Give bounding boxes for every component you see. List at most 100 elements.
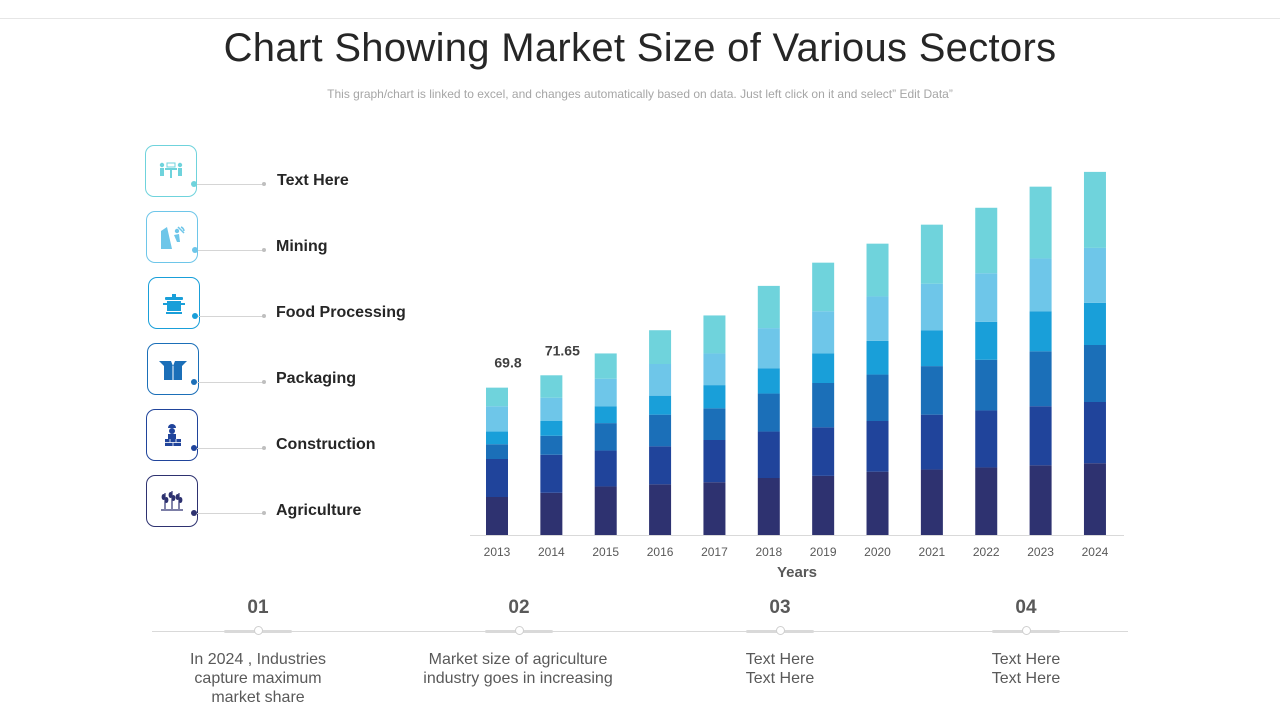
bar-segment-text-here-2018	[757, 285, 780, 329]
bar-segment-agriculture-2021	[920, 469, 943, 535]
x-tick-label: 2024	[1082, 545, 1109, 559]
bar-segment-text-here-2024	[1083, 171, 1106, 248]
step-line: Text Here	[991, 670, 1061, 687]
legend-dot	[192, 247, 198, 253]
legend-dot	[191, 510, 197, 516]
legend-label: Food Processing	[276, 304, 406, 321]
bar-segment-food-processing-2015	[594, 406, 617, 424]
step-number: 04	[1015, 597, 1037, 618]
bar-segment-text-here-2017	[703, 315, 726, 354]
legend-item-food-processing[interactable]	[148, 277, 200, 329]
x-tick-label: 2014	[538, 545, 565, 559]
bar-segment-food-processing-2013	[486, 431, 508, 445]
legend-dot	[191, 445, 197, 451]
x-tick-label: 2018	[755, 545, 782, 559]
bar-segment-construction-2016	[649, 446, 672, 485]
legend-connector	[197, 382, 263, 383]
step-line: Text Here	[991, 651, 1061, 668]
legend-item-mining[interactable]	[146, 211, 198, 263]
step-number: 02	[508, 597, 530, 618]
bar-segment-agriculture-2024	[1083, 463, 1106, 535]
legend-dot	[192, 313, 198, 319]
legend-label: Text Here	[277, 172, 349, 189]
bar-segment-mining-2023	[1029, 258, 1052, 312]
legend-label: Agriculture	[276, 502, 362, 519]
bar-segment-food-processing-2014	[540, 421, 563, 436]
bar-segment-mining-2022	[975, 273, 998, 322]
step-number: 03	[769, 597, 791, 618]
x-tick-label: 2013	[484, 545, 511, 559]
meeting-table-icon	[159, 162, 183, 178]
bar-segment-agriculture-2013	[486, 497, 508, 535]
bar-segment-text-here-2015	[594, 353, 617, 379]
step-description: Market size of agriculture industry goes…	[408, 650, 628, 688]
legend-label: Packaging	[276, 370, 357, 387]
step-description: Text Here Text Here	[670, 650, 890, 688]
legend-connector-end	[262, 380, 266, 384]
legend-item-construction[interactable]	[146, 409, 198, 461]
bar-segment-construction-2024	[1083, 402, 1106, 464]
legend-connector-end	[262, 314, 266, 318]
open-box-icon	[159, 361, 187, 380]
bar-segment-agriculture-2022	[975, 467, 998, 535]
x-tick-label: 2022	[973, 545, 1000, 559]
step-line: Market size of agriculture	[428, 651, 608, 668]
bar-segment-mining-2018	[757, 328, 780, 369]
step-number: 01	[247, 597, 269, 618]
bar-segment-packaging-2018	[757, 393, 780, 432]
bar-segment-packaging-2013	[486, 444, 508, 459]
bar-segment-mining-2014	[540, 397, 563, 421]
legend-connector-end	[262, 182, 266, 186]
legend-item-text-here[interactable]	[145, 145, 197, 197]
legend-connector	[197, 184, 263, 185]
bar-segment-agriculture-2015	[594, 486, 617, 535]
bar-segment-text-here-2021	[920, 224, 943, 284]
page-title: Chart Showing Market Size of Various Sec…	[223, 26, 1057, 70]
bar-segment-food-processing-2018	[757, 368, 780, 394]
bar-segment-text-here-2019	[812, 262, 835, 312]
construction-worker-icon	[165, 424, 181, 446]
x-tick-label: 2017	[701, 545, 728, 559]
bar-segment-text-here-2013	[486, 387, 508, 407]
bar-segment-mining-2019	[812, 311, 835, 354]
bar-segment-construction-2021	[920, 414, 943, 470]
legend-connector	[197, 448, 263, 449]
legend-item-packaging[interactable]	[147, 343, 199, 395]
bar-segment-mining-2016	[649, 364, 672, 396]
bar-segment-food-processing-2022	[975, 321, 998, 360]
data-label: 71.65	[545, 342, 580, 358]
x-tick-label: 2020	[864, 545, 891, 559]
bar-segment-agriculture-2017	[703, 482, 726, 535]
legend-item-agriculture[interactable]	[146, 475, 198, 527]
legend-connector-end	[262, 248, 266, 252]
step-line: Text Here	[745, 670, 815, 687]
bar-segment-packaging-2021	[920, 366, 943, 415]
step-line: Text Here	[745, 651, 815, 668]
bar-segment-construction-2017	[703, 440, 726, 483]
mining-icon	[161, 226, 185, 249]
timeline-marker	[254, 626, 263, 635]
x-tick-label: 2019	[810, 545, 837, 559]
bar-segment-food-processing-2019	[812, 353, 835, 383]
bar-segment-agriculture-2019	[812, 475, 835, 535]
bar-segment-agriculture-2023	[1029, 465, 1052, 535]
timeline-line	[152, 631, 1128, 632]
legend-connector	[198, 250, 263, 251]
step-line: In 2024 , Industries	[189, 651, 327, 668]
x-tick-label: 2021	[919, 545, 946, 559]
bar-segment-construction-2013	[486, 459, 508, 497]
legend-label: Mining	[276, 238, 328, 255]
legend-connector	[197, 513, 263, 514]
step-description: In 2024 , Industries capture maximum mar…	[148, 650, 368, 707]
x-tick-label: 2015	[592, 545, 619, 559]
bar-segment-packaging-2023	[1029, 351, 1052, 407]
bar-segment-mining-2017	[703, 353, 726, 386]
bar-segment-text-here-2023	[1029, 186, 1052, 259]
data-label: 69.8	[494, 355, 521, 371]
bar-segment-mining-2020	[866, 296, 889, 341]
bar-segment-packaging-2020	[866, 374, 889, 421]
bar-segment-mining-2021	[920, 283, 943, 331]
bar-segment-agriculture-2020	[866, 471, 889, 535]
x-tick-label: 2023	[1027, 545, 1054, 559]
bar-segment-agriculture-2016	[649, 484, 672, 535]
